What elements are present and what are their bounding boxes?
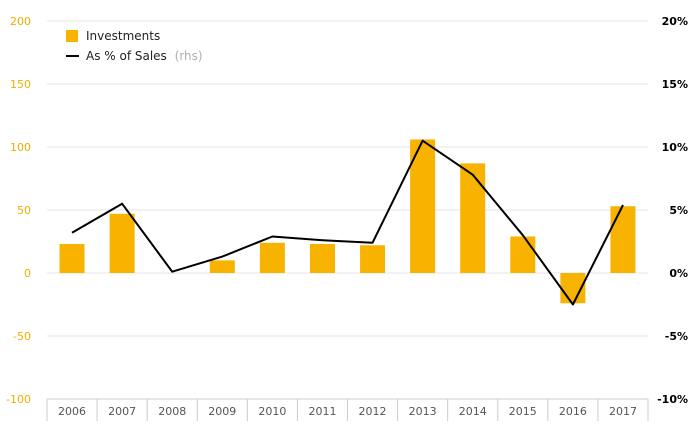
- bar: [460, 163, 486, 273]
- x-axis: 2006 2007 2008 2009 2010 2011 2012 2013 2014 2015…: [46, 398, 649, 421]
- bar: [209, 260, 235, 273]
- left-axis-tick-label: -50: [13, 330, 31, 343]
- x-axis-tick-label: 2006: [58, 405, 86, 418]
- bar: [309, 244, 335, 273]
- legend-label-sales-pct-main: As % of Sales: [86, 49, 167, 63]
- x-axis-tick-label: 2010: [258, 405, 286, 418]
- legend-swatch-investments: [66, 30, 78, 42]
- bar: [410, 139, 436, 273]
- left-axis: -100 -50 0 50 100 150 200: [6, 15, 31, 406]
- right-axis-tick-label: 15%: [662, 78, 688, 91]
- x-axis-tick-label: 2009: [208, 405, 236, 418]
- x-axis-tick-label: 2013: [409, 405, 437, 418]
- left-axis-tick-label: 150: [10, 78, 31, 91]
- right-axis-tick-label: -10%: [657, 393, 688, 406]
- bar: [610, 206, 636, 273]
- sales-pct-line: [71, 139, 624, 306]
- bar: [59, 244, 85, 273]
- x-axis-tick-label: 2017: [609, 405, 637, 418]
- right-axis-tick-label: 20%: [662, 15, 688, 28]
- x-axis-tick-label: 2007: [108, 405, 136, 418]
- legend-label-investments: Investments: [86, 29, 160, 43]
- right-axis-tick-label: 5%: [669, 204, 688, 217]
- bar: [259, 242, 285, 273]
- x-axis-tick-label: 2012: [359, 405, 387, 418]
- line-series: [71, 139, 624, 306]
- right-axis-tick-label: 0%: [669, 267, 688, 280]
- x-axis-tick-label: 2008: [158, 405, 186, 418]
- right-axis-tick-label: -5%: [665, 330, 688, 343]
- bar: [510, 236, 536, 273]
- left-axis-tick-label: 50: [17, 204, 31, 217]
- legend-label-sales-pct-suffix: (rhs): [175, 49, 203, 63]
- x-axis-tick-label: 2016: [559, 405, 587, 418]
- right-axis-tick-label: 10%: [662, 141, 688, 154]
- gridlines: [47, 20, 648, 337]
- legend: Investments As % of Sales (rhs): [66, 29, 203, 63]
- left-axis-tick-label: 200: [10, 15, 31, 28]
- x-axis-tick-label: 2015: [509, 405, 537, 418]
- bar: [109, 213, 135, 273]
- left-axis-tick-label: -100: [6, 393, 31, 406]
- x-axis-tick-label: 2011: [308, 405, 336, 418]
- legend-label-sales-pct: As % of Sales (rhs): [86, 49, 203, 63]
- bar: [360, 245, 386, 273]
- x-axis-tick-label: 2014: [459, 405, 487, 418]
- left-axis-tick-label: 100: [10, 141, 31, 154]
- right-axis: -10% -5% 0% 5% 10% 15% 20%: [657, 15, 688, 406]
- left-axis-tick-label: 0: [24, 267, 31, 280]
- investments-bars: [59, 139, 636, 304]
